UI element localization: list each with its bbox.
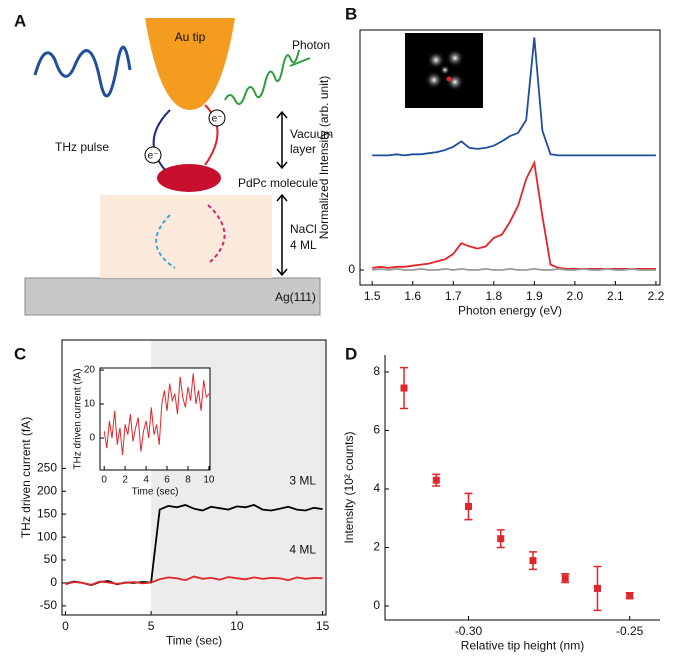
x-tick-label: 2.2 [648, 289, 665, 303]
thz-pulse [33, 45, 132, 98]
axes [384, 355, 660, 621]
x-tick-label: 1.9 [526, 289, 543, 303]
y-axis-label: Normalized Intensity (arb. unit) [317, 76, 331, 239]
panel-a: A e⁻ e⁻ Au tip Photon THz pulse Vacuum l… [14, 11, 333, 316]
point [626, 592, 634, 600]
y-axis-label: Intensity (10² counts) [342, 431, 356, 543]
substrate [24, 277, 321, 316]
au-tip [145, 18, 235, 110]
y-tick-label: 200 [37, 483, 57, 497]
y-axis-label: THz driven current (fA) [19, 417, 33, 538]
point [561, 574, 569, 582]
substrate-label: Ag(111) [275, 290, 316, 304]
photon-arrow [289, 57, 311, 67]
pulse-label: THz pulse [55, 140, 109, 154]
x-tick-label: 5 [148, 619, 155, 633]
electron [144, 146, 162, 164]
relax-down [207, 204, 226, 263]
x-tick-label: -0.25 [616, 624, 644, 638]
inset-frame [99, 367, 211, 471]
point [593, 584, 601, 592]
x-tick-label: 15 [316, 619, 330, 633]
x-axis-label: Time (sec) [166, 634, 222, 648]
panel-label: A [14, 11, 26, 30]
x-axis-label: Time (sec) [132, 487, 179, 498]
electron [208, 109, 226, 127]
electron-label: e⁻ [212, 114, 223, 125]
y-tick-label: 0 [50, 575, 57, 589]
y-tick-label: 150 [37, 506, 57, 520]
y-tick-label: -50 [40, 598, 58, 612]
y-tick-label: 6 [373, 423, 380, 437]
tunnel-down [204, 104, 219, 166]
y-tick-label: 4 [373, 481, 380, 495]
y-tick-label: 8 [373, 364, 380, 378]
x-tick-label: 1.8 [485, 289, 502, 303]
x-tick-label: 1.6 [404, 289, 421, 303]
y-tick-label: 250 [37, 461, 57, 475]
nacl-layer [100, 195, 272, 278]
x-tick-label: 10 [203, 475, 215, 486]
vacuum-label: layer [290, 142, 316, 156]
inset-image [405, 33, 483, 108]
series-line [372, 37, 656, 157]
x-tick-label: 4 [143, 475, 149, 486]
point [432, 476, 440, 484]
x-tick-label: 1.5 [364, 289, 381, 303]
panel-label: B [345, 4, 357, 23]
y-tick-label: 10 [84, 399, 96, 410]
y-tick-label: 2 [373, 540, 380, 554]
nacl-label: NaCl [290, 222, 317, 236]
x-tick-label: 10 [230, 619, 244, 633]
series-line [65, 575, 323, 586]
point [529, 557, 537, 565]
series-line [372, 267, 656, 271]
x-tick-label: 6 [164, 475, 170, 486]
x-tick-label: 1.7 [445, 289, 462, 303]
electron-label: e⁻ [148, 151, 159, 162]
y-tick-label: 100 [37, 529, 57, 543]
x-axis-label: Relative tip height (nm) [461, 639, 584, 653]
tunnel-up [152, 109, 171, 171]
x-tick-label: 8 [185, 475, 191, 486]
x-tick-label: 2.1 [607, 289, 624, 303]
y-tick-label: 0 [89, 433, 95, 444]
molecule-label: PdPc molecule [238, 176, 318, 190]
x-tick-label: 2 [122, 475, 128, 486]
nacl-label: 4 ML [290, 238, 317, 252]
x-tick-label: -0.30 [455, 624, 483, 638]
series-line [372, 159, 656, 270]
tip-label: Au tip [175, 30, 206, 44]
photon-label: Photon [292, 38, 330, 52]
panel-label: D [345, 344, 357, 363]
series-line [65, 504, 323, 587]
x-tick-label: 2.0 [567, 289, 584, 303]
plot-frame [385, 355, 660, 620]
point [400, 384, 408, 392]
x-axis-label: Photon energy (eV) [458, 304, 562, 318]
vacuum-label: Vacuum [290, 127, 333, 141]
molecule [157, 164, 221, 192]
x-tick-label: 0 [101, 475, 107, 486]
panel-label: C [14, 344, 26, 363]
photon-wave [224, 49, 300, 105]
y-tick-label: 20 [84, 365, 96, 376]
y-tick-label: 50 [44, 552, 58, 566]
plot-frame [359, 29, 661, 286]
y-tick-label: 0 [373, 598, 380, 612]
series-line [103, 373, 210, 456]
plot-frame [99, 367, 211, 471]
plot-frame [61, 339, 327, 616]
x-tick-label: 0 [62, 619, 69, 633]
point [497, 535, 505, 543]
annotation: 4 ML [289, 543, 316, 557]
y-tick-label: 0 [348, 262, 355, 276]
relax-up [155, 214, 176, 269]
annotation: 3 ML [289, 473, 316, 487]
point [464, 503, 472, 511]
height-arrows [276, 110, 288, 277]
y-axis-label: THz driven current (fA) [73, 368, 84, 469]
